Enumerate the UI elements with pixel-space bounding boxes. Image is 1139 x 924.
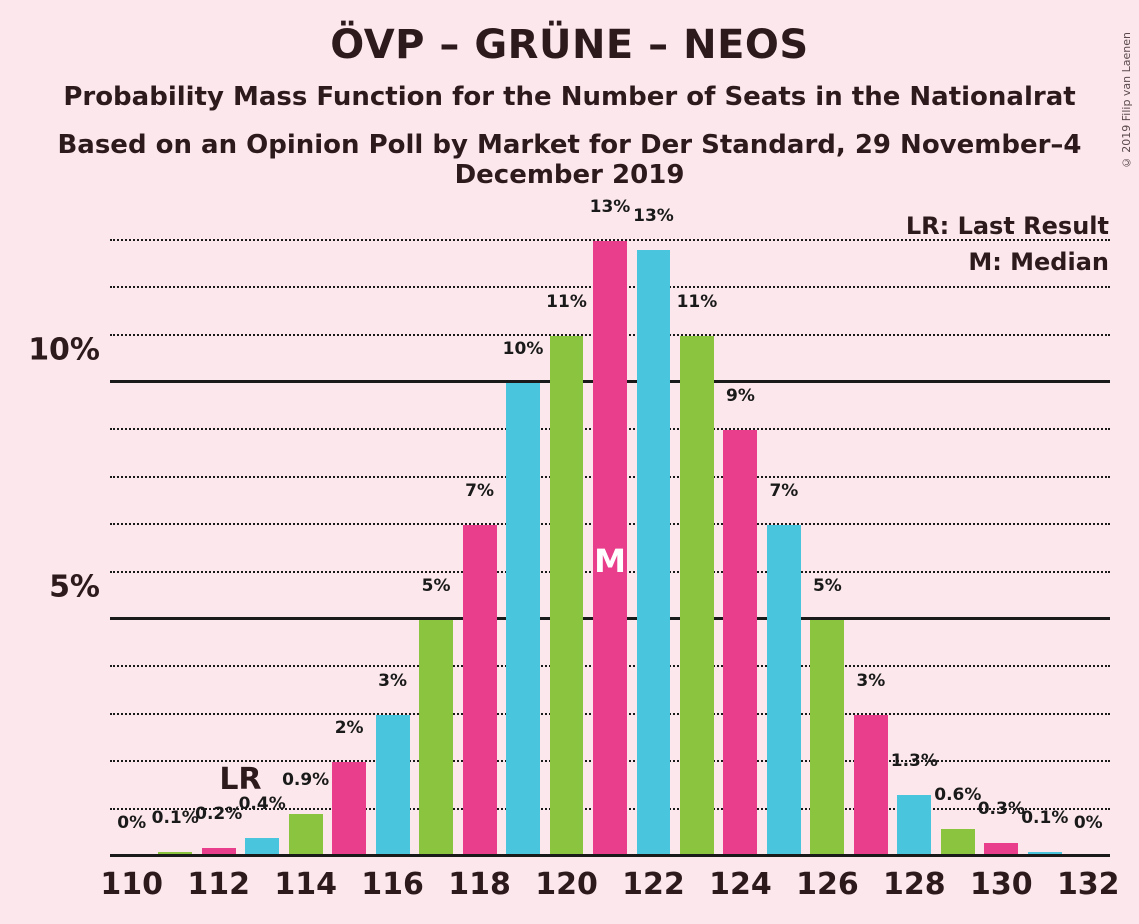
ytick-label: 5% — [49, 569, 100, 604]
bar-value-label: 11% — [546, 292, 587, 312]
bar-value-label: 0.9% — [282, 770, 329, 790]
bar — [897, 795, 931, 857]
bar-value-label: 0% — [1074, 813, 1103, 833]
chart-subtitle-2: Based on an Opinion Poll by Market for D… — [0, 130, 1139, 190]
bar — [332, 762, 366, 857]
bar — [723, 430, 757, 857]
bar-value-label: 3% — [856, 671, 885, 691]
median-marker: M — [594, 542, 626, 580]
xtick-label: 114 — [274, 867, 337, 902]
xtick-label: 116 — [361, 867, 424, 902]
xtick-label: 124 — [709, 867, 772, 902]
bar — [289, 814, 323, 857]
bar — [767, 525, 801, 857]
xtick-label: 112 — [187, 867, 250, 902]
bar-value-label: 11% — [677, 292, 718, 312]
copyright: © 2019 Filip van Laenen — [1120, 32, 1133, 169]
xtick-label: 128 — [883, 867, 946, 902]
xtick-label: 126 — [796, 867, 859, 902]
bar — [941, 829, 975, 857]
last-result-marker: LR — [219, 762, 261, 797]
bar-value-label: 0% — [117, 813, 146, 833]
bar-value-label: 7% — [465, 481, 494, 501]
chart-title: ÖVP – GRÜNE – NEOS — [0, 22, 1139, 68]
bar-value-label: 0.3% — [978, 799, 1025, 819]
bar-value-label: 0.2% — [195, 804, 242, 824]
bar-value-label: 13% — [590, 197, 631, 217]
xtick-label: 130 — [970, 867, 1033, 902]
bar-value-label: 0.6% — [934, 785, 981, 805]
xtick-label: 122 — [622, 867, 685, 902]
bar — [376, 715, 410, 857]
ytick-label: 10% — [28, 332, 100, 367]
bar — [506, 383, 540, 857]
bar-value-label: 10% — [503, 339, 544, 359]
bar-value-label: 5% — [422, 576, 451, 596]
plot-area: 0%0.1%0.2%0.4%0.9%2%3%5%7%10%11%13%13%11… — [110, 217, 1110, 857]
bar-value-label: 3% — [378, 671, 407, 691]
bar-value-label: 13% — [633, 206, 674, 226]
bar — [637, 250, 671, 857]
bars-container: 0%0.1%0.2%0.4%0.9%2%3%5%7%10%11%13%13%11… — [110, 217, 1110, 857]
bar — [810, 620, 844, 857]
bar — [550, 336, 584, 857]
bar-value-label: 0.1% — [1021, 808, 1068, 828]
bar-value-label: 1.3% — [891, 751, 938, 771]
bar-value-label: 0.4% — [239, 794, 286, 814]
bar — [419, 620, 453, 857]
chart-subtitle-1: Probability Mass Function for the Number… — [0, 82, 1139, 112]
bar-value-label: 7% — [769, 481, 798, 501]
xtick-label: 132 — [1057, 867, 1120, 902]
x-axis-baseline — [110, 854, 1110, 857]
bar-value-label: 9% — [726, 386, 755, 406]
bar — [854, 715, 888, 857]
xtick-label: 110 — [100, 867, 163, 902]
xtick-label: 118 — [448, 867, 511, 902]
bar-value-label: 5% — [813, 576, 842, 596]
bar — [680, 336, 714, 857]
bar — [463, 525, 497, 857]
xtick-label: 120 — [535, 867, 598, 902]
bar-value-label: 0.1% — [152, 808, 199, 828]
bar-value-label: 2% — [335, 718, 364, 738]
